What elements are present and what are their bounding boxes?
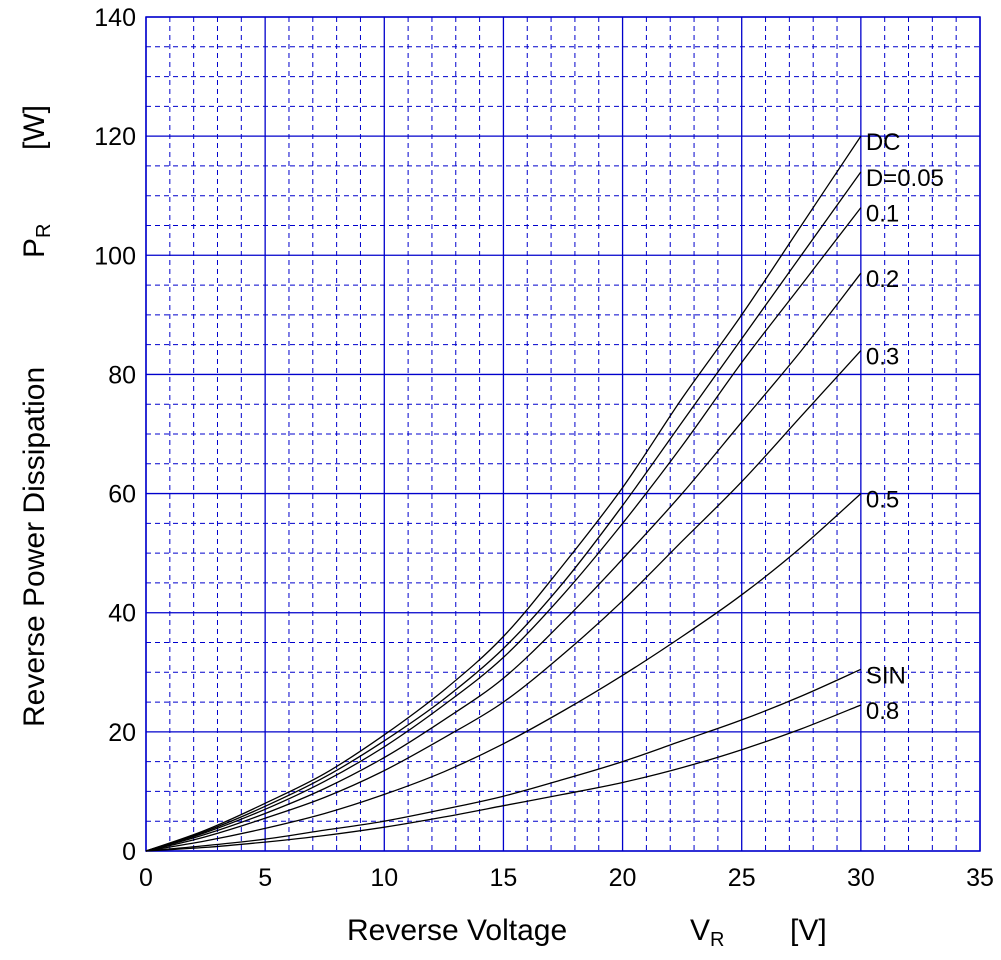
series-label-dc: DC — [866, 129, 901, 156]
y-tick-label: 20 — [108, 719, 136, 747]
x-tick-label: 35 — [966, 864, 994, 892]
y-tick-label: 100 — [94, 242, 136, 270]
y-tick-label: 80 — [108, 361, 136, 389]
x-axis-symbol: VR — [690, 914, 724, 951]
series-label-0-3: 0.3 — [866, 344, 899, 371]
series-line-dc — [145, 135, 862, 852]
y-tick-label: 0 — [122, 838, 136, 866]
series-label-d-0-05: D=0.05 — [866, 165, 944, 192]
series-line-0-3 — [145, 350, 862, 852]
x-tick-label: 0 — [139, 864, 153, 892]
y-axis-title: Reverse Power Dissipation — [18, 367, 51, 727]
y-tick-label: 120 — [94, 123, 136, 151]
y-axis-symbol: PR — [18, 224, 55, 258]
series-label-0-1: 0.1 — [866, 201, 899, 228]
series-line-0-1 — [145, 207, 862, 852]
x-tick-label: 15 — [490, 864, 518, 892]
y-axis-unit: [W] — [18, 105, 51, 150]
x-axis-title: Reverse Voltage — [347, 914, 567, 947]
tick-labels: 0 5 10 15 20 25 30 35 0 20 40 60 80 100 120 140 — [94, 4, 994, 892]
series-line-0-5 — [145, 493, 862, 852]
series-label-0-8: 0.8 — [866, 698, 899, 725]
series-line-d-0-05 — [145, 171, 862, 852]
x-tick-label: 5 — [258, 864, 272, 892]
series-line-0-2 — [145, 272, 862, 852]
series-label-0-2: 0.2 — [866, 266, 899, 293]
grid — [145, 16, 981, 852]
x-tick-label: 10 — [370, 864, 398, 892]
x-axis-unit: [V] — [790, 914, 827, 947]
y-tick-label: 40 — [108, 600, 136, 628]
plot-frame — [145, 16, 981, 852]
y-tick-label: 140 — [94, 4, 136, 32]
series-label-sin: SIN — [866, 662, 906, 689]
x-tick-label: 25 — [728, 864, 756, 892]
y-tick-label: 60 — [108, 481, 136, 509]
curve-labels: DC D=0.05 0.1 0.2 0.3 0.5 SIN 0.8 — [866, 129, 944, 725]
x-tick-label: 30 — [847, 864, 875, 892]
x-tick-label: 20 — [609, 864, 637, 892]
curves — [145, 135, 862, 852]
series-label-0-5: 0.5 — [866, 487, 899, 514]
series-line-0-8 — [145, 704, 862, 852]
series-line-sin — [145, 668, 862, 852]
